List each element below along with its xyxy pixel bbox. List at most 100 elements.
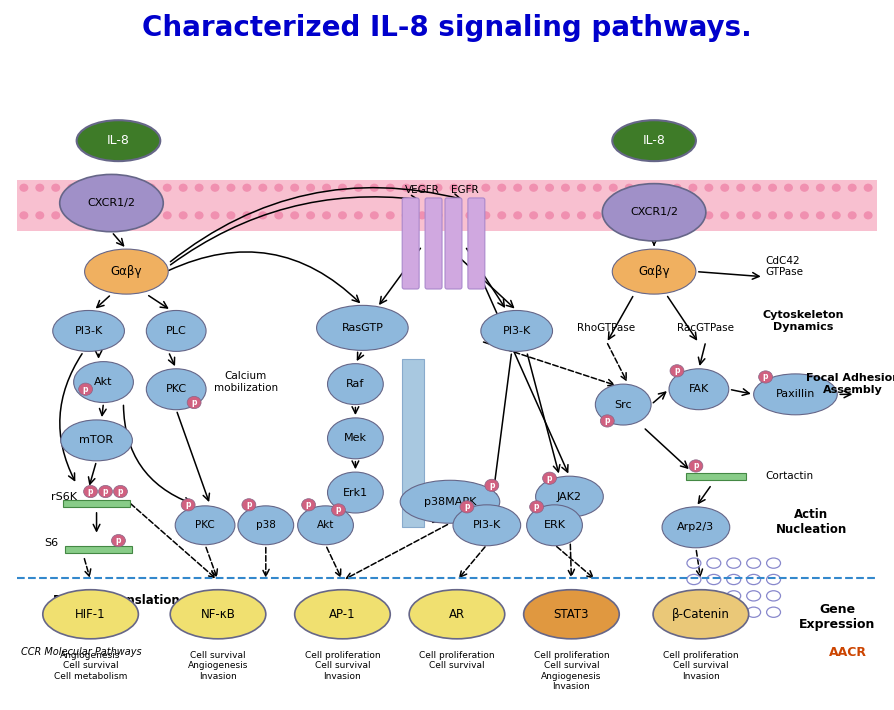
Ellipse shape (179, 212, 188, 219)
Ellipse shape (737, 212, 746, 219)
Ellipse shape (831, 212, 840, 219)
Ellipse shape (112, 535, 125, 547)
Ellipse shape (77, 120, 160, 161)
Text: rS6K: rS6K (51, 491, 77, 502)
Ellipse shape (316, 305, 409, 350)
Text: p: p (604, 417, 610, 425)
Text: RacGTPase: RacGTPase (678, 323, 734, 333)
Text: CXCR1/2: CXCR1/2 (630, 207, 678, 217)
Ellipse shape (332, 504, 345, 516)
Ellipse shape (147, 368, 206, 410)
Ellipse shape (163, 212, 172, 219)
Text: AR: AR (449, 608, 465, 621)
Ellipse shape (545, 184, 554, 192)
Ellipse shape (600, 415, 614, 427)
Text: p: p (489, 481, 494, 490)
FancyBboxPatch shape (468, 198, 485, 289)
Ellipse shape (327, 364, 384, 405)
Text: p: p (246, 501, 251, 509)
Ellipse shape (754, 374, 838, 415)
Text: AP-1: AP-1 (329, 608, 356, 621)
FancyBboxPatch shape (63, 501, 131, 508)
Ellipse shape (53, 310, 124, 351)
Ellipse shape (131, 212, 139, 219)
Ellipse shape (274, 212, 283, 219)
FancyBboxPatch shape (445, 198, 462, 289)
Ellipse shape (704, 184, 713, 192)
Text: FAK: FAK (688, 384, 709, 394)
Text: NF-κB: NF-κB (200, 608, 235, 621)
Ellipse shape (704, 212, 713, 219)
Ellipse shape (99, 212, 108, 219)
FancyBboxPatch shape (402, 198, 419, 289)
Ellipse shape (513, 212, 522, 219)
Ellipse shape (848, 184, 856, 192)
Ellipse shape (83, 184, 92, 192)
Ellipse shape (784, 212, 793, 219)
Text: p: p (118, 487, 123, 496)
Ellipse shape (83, 212, 92, 219)
FancyBboxPatch shape (17, 180, 877, 205)
Ellipse shape (327, 472, 384, 513)
Text: Mek: Mek (344, 433, 367, 443)
Ellipse shape (327, 418, 384, 459)
Text: CXCR1/2: CXCR1/2 (88, 198, 136, 208)
Ellipse shape (543, 472, 556, 484)
Ellipse shape (370, 184, 379, 192)
Text: VEGFR: VEGFR (405, 185, 440, 195)
Ellipse shape (322, 184, 331, 192)
Ellipse shape (752, 184, 761, 192)
Text: Focal Adhesion
Assembly: Focal Adhesion Assembly (806, 373, 894, 395)
Ellipse shape (170, 590, 266, 639)
Ellipse shape (20, 184, 29, 192)
FancyBboxPatch shape (686, 473, 746, 480)
Text: p: p (763, 373, 768, 381)
Ellipse shape (147, 310, 206, 351)
Ellipse shape (453, 505, 520, 546)
Text: EGFR: EGFR (451, 185, 478, 195)
Ellipse shape (513, 184, 522, 192)
Ellipse shape (181, 498, 195, 511)
Ellipse shape (545, 212, 554, 219)
FancyBboxPatch shape (17, 205, 877, 231)
Text: Actin
Nucleation: Actin Nucleation (776, 508, 847, 536)
Ellipse shape (20, 212, 29, 219)
Ellipse shape (497, 184, 506, 192)
Ellipse shape (114, 486, 128, 498)
Ellipse shape (401, 480, 500, 523)
Ellipse shape (43, 590, 139, 639)
Ellipse shape (721, 212, 730, 219)
Ellipse shape (831, 184, 840, 192)
Ellipse shape (401, 212, 410, 219)
Text: ERK: ERK (544, 520, 566, 530)
Ellipse shape (36, 184, 45, 192)
Text: Cortactin: Cortactin (765, 471, 814, 481)
Ellipse shape (689, 460, 703, 472)
Ellipse shape (593, 184, 602, 192)
Text: p: p (185, 501, 191, 509)
Text: RhoGTPase: RhoGTPase (578, 323, 636, 333)
Ellipse shape (301, 498, 316, 511)
Ellipse shape (609, 212, 618, 219)
Ellipse shape (354, 212, 363, 219)
Text: Characterized IL-8 signaling pathways.: Characterized IL-8 signaling pathways. (142, 14, 752, 43)
Text: p: p (306, 501, 311, 509)
Text: Calcium
mobilization: Calcium mobilization (214, 371, 278, 393)
Ellipse shape (672, 212, 681, 219)
Ellipse shape (752, 212, 761, 219)
Ellipse shape (51, 212, 60, 219)
Ellipse shape (99, 184, 108, 192)
Ellipse shape (79, 383, 93, 395)
Ellipse shape (669, 368, 729, 410)
Text: mTOR: mTOR (80, 435, 114, 445)
Ellipse shape (536, 476, 603, 517)
Ellipse shape (291, 212, 299, 219)
Ellipse shape (242, 498, 256, 511)
Text: IL-8: IL-8 (107, 134, 130, 147)
Ellipse shape (737, 184, 746, 192)
Ellipse shape (654, 590, 748, 639)
Ellipse shape (577, 184, 586, 192)
Text: AACR: AACR (829, 645, 867, 659)
Ellipse shape (641, 184, 650, 192)
Ellipse shape (466, 212, 475, 219)
